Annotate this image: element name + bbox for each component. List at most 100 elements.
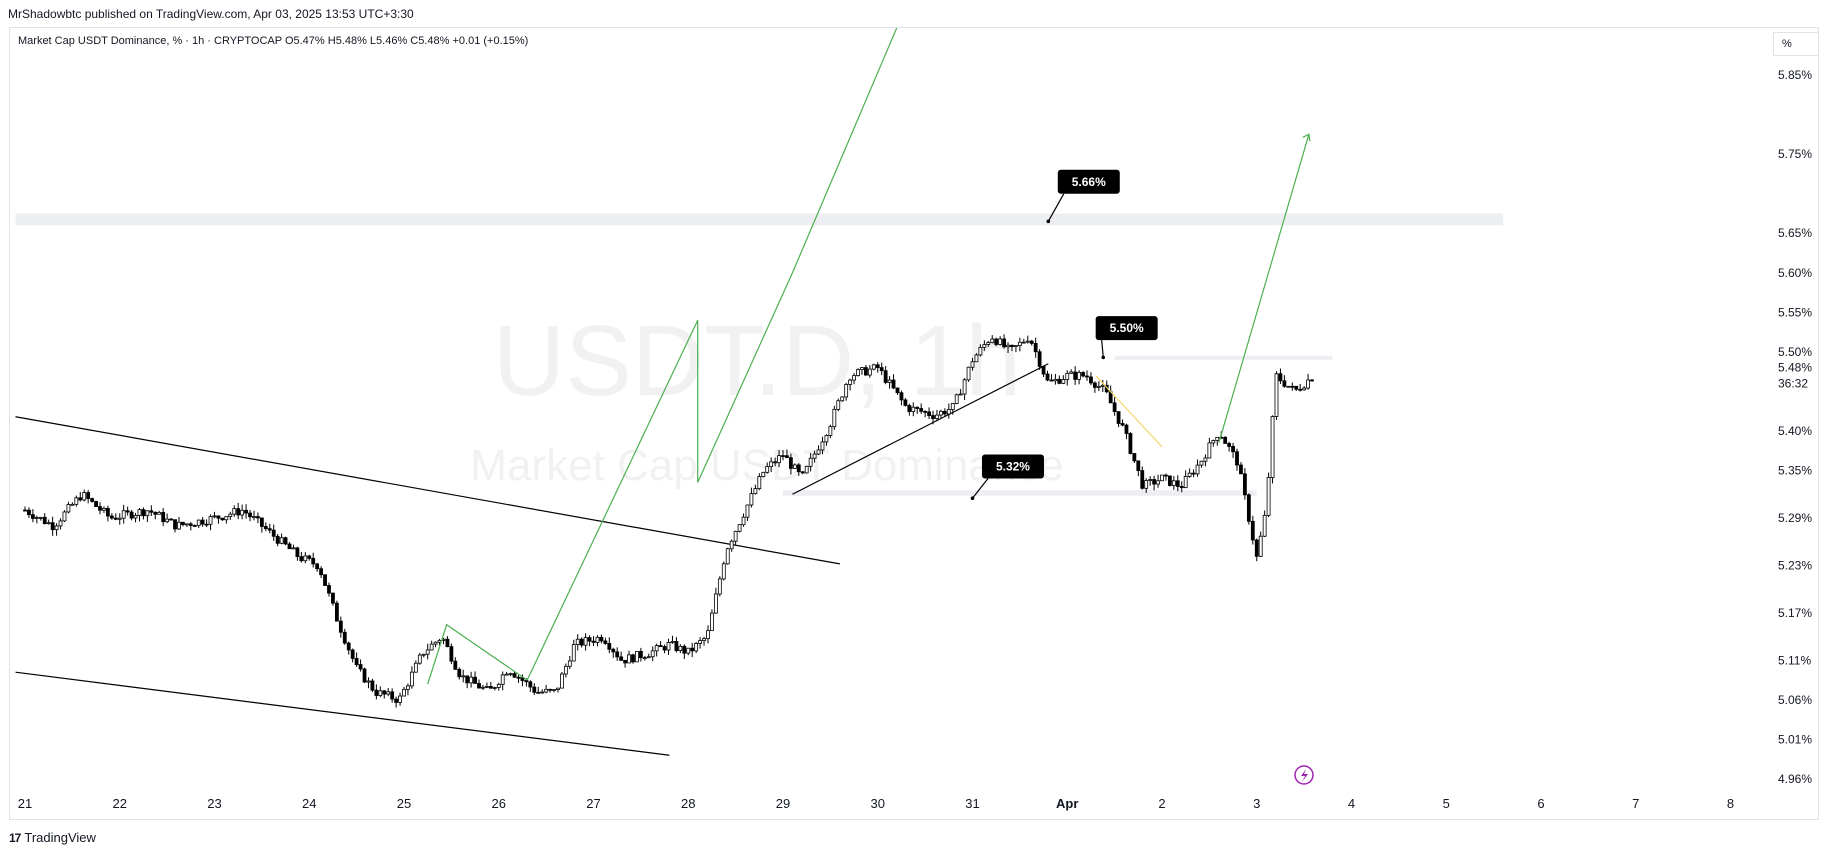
candle-body xyxy=(1215,436,1220,441)
candle-body xyxy=(646,656,651,659)
candle-body xyxy=(169,518,173,521)
price-tick-label[interactable]: 5.23% xyxy=(1778,558,1812,572)
candle-body xyxy=(248,512,252,518)
time-tick-label[interactable]: 2 xyxy=(1158,796,1165,811)
candle-body xyxy=(457,668,462,678)
time-tick-label[interactable]: 22 xyxy=(113,796,127,811)
callout-label: 5.66% xyxy=(1072,175,1106,189)
candle-body xyxy=(638,651,643,659)
price-tick-label[interactable]: 5.85% xyxy=(1778,68,1812,82)
price-tick-label[interactable]: 5.50% xyxy=(1778,345,1812,359)
candle-body xyxy=(919,408,924,412)
price-tick-label[interactable]: 5.35% xyxy=(1778,464,1812,478)
candle-body xyxy=(362,668,367,683)
candle-body xyxy=(1298,388,1303,391)
price-tick-label[interactable]: 5.06% xyxy=(1778,693,1812,707)
candle-body xyxy=(473,676,477,684)
candle-body xyxy=(453,660,458,670)
price-tick-label[interactable]: 5.75% xyxy=(1778,147,1812,161)
time-tick-label[interactable]: 28 xyxy=(681,796,695,811)
price-tick-label[interactable]: 5.01% xyxy=(1778,732,1812,746)
time-tick-label[interactable]: 27 xyxy=(586,796,600,811)
candle-body xyxy=(879,367,884,372)
time-tick-label[interactable]: 30 xyxy=(871,796,885,811)
candle-body xyxy=(1282,380,1287,387)
candle-body xyxy=(1144,480,1149,489)
price-tick-label[interactable]: 4.96% xyxy=(1778,772,1812,786)
symbol-watermark: USDT.D, 1h Market Cap USDT Dominance xyxy=(470,305,1063,490)
tradingview-brand: TradingView xyxy=(24,830,96,845)
lightning-icon[interactable] xyxy=(1294,765,1314,785)
candle-body xyxy=(1278,373,1283,382)
candle-body xyxy=(694,642,699,652)
candle-body xyxy=(575,638,580,646)
price-tick-label[interactable]: 5.55% xyxy=(1778,305,1812,319)
candle-body xyxy=(398,695,402,703)
candle-body xyxy=(931,415,935,419)
candle-body xyxy=(721,563,726,580)
candle-body xyxy=(1069,371,1074,374)
candle-body xyxy=(1171,480,1176,486)
callout-pointer xyxy=(1101,340,1104,358)
candle-body xyxy=(125,510,130,513)
candle-body xyxy=(1258,535,1263,557)
candle-body xyxy=(520,677,525,681)
time-tick-label[interactable]: Apr xyxy=(1056,796,1078,811)
price-tick-label[interactable]: 5.40% xyxy=(1778,424,1812,438)
time-tick-label[interactable]: 6 xyxy=(1537,796,1544,811)
candle-body xyxy=(1029,340,1034,344)
candle-body xyxy=(556,687,560,690)
candle-body xyxy=(224,516,229,521)
percent-scale-button[interactable]: % xyxy=(1773,32,1819,56)
candle-body xyxy=(216,515,221,519)
time-axis[interactable]: 21 22 23 24 25 26 27 28 29 30 31 Apr 2 3 4 5 6 7 8 xyxy=(18,796,1734,811)
candle-body xyxy=(338,620,343,633)
time-tick-label[interactable]: 23 xyxy=(207,796,221,811)
time-tick-label[interactable]: 29 xyxy=(776,796,790,811)
price-tick-label[interactable]: 5.17% xyxy=(1778,606,1812,620)
candle-body xyxy=(1065,372,1070,380)
candle-body xyxy=(1167,475,1172,486)
candle-body xyxy=(113,517,118,520)
time-tick-label[interactable]: 31 xyxy=(965,796,979,811)
time-tick-label[interactable]: 7 xyxy=(1632,796,1639,811)
candle-body xyxy=(1132,453,1137,462)
candle-body xyxy=(560,673,564,689)
time-tick-label[interactable]: 4 xyxy=(1348,796,1355,811)
time-tick-label[interactable]: 24 xyxy=(302,796,316,811)
projection-path xyxy=(1218,134,1310,443)
candle-body xyxy=(1156,480,1160,485)
candle-body xyxy=(856,369,860,377)
candle-body xyxy=(824,435,829,443)
price-tick-label[interactable]: 5.29% xyxy=(1778,511,1812,525)
time-tick-label[interactable]: 3 xyxy=(1253,796,1260,811)
candle-body xyxy=(1310,379,1314,382)
candle-body xyxy=(449,646,454,662)
tradingview-logo[interactable]: 17 TradingView xyxy=(9,830,96,845)
candle-body xyxy=(808,457,813,467)
price-tick-label[interactable]: 5.11% xyxy=(1778,653,1811,667)
candle-body xyxy=(974,354,979,363)
candle-body xyxy=(477,683,481,689)
time-tick-label[interactable]: 5 xyxy=(1443,796,1450,811)
candle-body xyxy=(378,690,383,696)
time-tick-label[interactable]: 21 xyxy=(18,796,32,811)
time-tick-label[interactable]: 26 xyxy=(492,796,506,811)
price-tick-label[interactable]: 5.65% xyxy=(1778,226,1812,240)
candle-body xyxy=(488,686,493,689)
time-tick-label[interactable]: 25 xyxy=(397,796,411,811)
price-tick-label[interactable]: 5.60% xyxy=(1778,266,1812,280)
candle-body xyxy=(386,691,391,695)
candle-body xyxy=(1290,385,1295,388)
symbol-legend[interactable]: Market Cap USDT Dominance, % · 1h · CRYP… xyxy=(18,35,529,47)
candle-body xyxy=(90,498,95,502)
candle-body xyxy=(571,644,576,662)
candle-body xyxy=(923,410,928,413)
candle-body xyxy=(106,507,110,517)
price-axis[interactable]: 5.85% 5.75% 5.65% 5.60% 5.55% 5.50% 5.40% 5.35%… xyxy=(1778,68,1812,786)
time-tick-label[interactable]: 8 xyxy=(1727,796,1734,811)
candle-body xyxy=(358,664,363,670)
candle-body xyxy=(236,508,241,516)
candle-body xyxy=(567,660,572,667)
